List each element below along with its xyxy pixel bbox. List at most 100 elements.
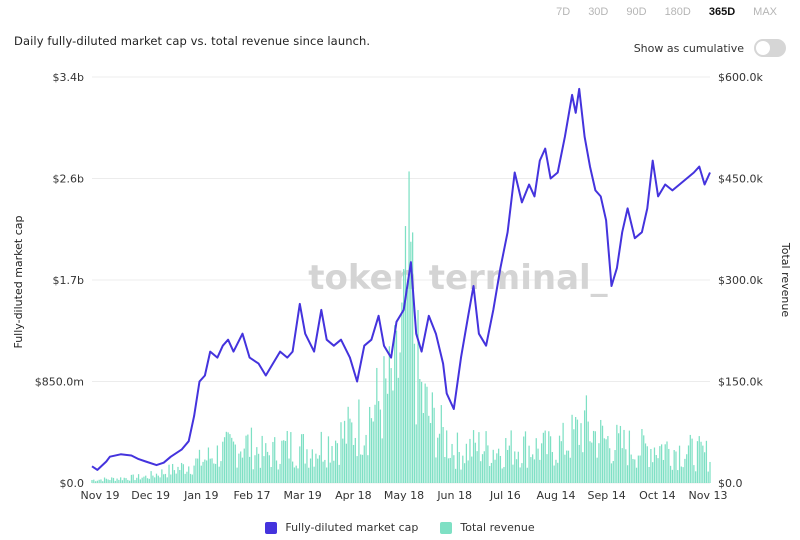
legend-label-revenue: Total revenue	[460, 521, 535, 534]
revenue-bar	[533, 459, 536, 483]
revenue-bar	[157, 475, 159, 483]
revenue-bar	[146, 478, 149, 483]
revenue-bar	[143, 476, 145, 483]
market-cap-line-group	[91, 87, 711, 471]
revenue-bar	[515, 459, 518, 483]
range-option-90d[interactable]: 90D	[626, 6, 647, 18]
revenue-bar	[392, 390, 394, 483]
revenue-bar	[145, 475, 147, 483]
revenue-bar	[648, 466, 650, 483]
cumulative-toggle[interactable]	[754, 39, 786, 57]
revenue-bar	[283, 440, 285, 483]
revenue-bar	[340, 422, 342, 483]
revenue-bar	[431, 392, 433, 483]
revenue-bar	[603, 438, 605, 483]
range-option-180d[interactable]: 180D	[664, 6, 691, 18]
revenue-bar	[485, 431, 487, 483]
revenue-bar	[625, 449, 627, 483]
revenue-bar	[489, 466, 491, 483]
revenue-bar	[179, 470, 181, 483]
revenue-bar	[100, 479, 102, 483]
revenue-bar	[320, 431, 322, 483]
revenue-bar	[245, 435, 247, 483]
revenue-bar	[184, 473, 186, 483]
range-option-365d[interactable]: 365D	[708, 6, 736, 18]
x-tick-label: Nov 19	[81, 489, 120, 502]
toggle-knob	[756, 41, 770, 55]
revenue-bar	[492, 449, 494, 483]
revenue-bar	[383, 356, 385, 483]
revenue-bar	[442, 427, 444, 483]
revenue-bar	[553, 465, 555, 483]
revenue-bar	[614, 450, 616, 483]
range-option-30d[interactable]: 30D	[588, 6, 609, 18]
x-tick-label: Apr 18	[335, 489, 372, 502]
x-tick-label: Dec 19	[131, 489, 170, 502]
legend-item-market-cap[interactable]: Fully-diluted market cap	[265, 521, 418, 534]
revenue-bar	[481, 454, 484, 483]
revenue-bar	[240, 451, 242, 483]
revenue-bar	[182, 464, 184, 483]
revenue-bar	[643, 435, 645, 483]
revenue-bar	[134, 480, 136, 483]
revenue-bar	[661, 444, 663, 483]
revenue-bar	[177, 466, 179, 483]
revenue-bar	[324, 459, 326, 483]
revenue-bar	[225, 431, 227, 483]
revenue-bar	[209, 458, 211, 483]
revenue-bar	[707, 471, 709, 483]
revenue-bar	[424, 383, 426, 483]
revenue-bar	[191, 474, 193, 483]
revenue-bar	[127, 479, 129, 483]
watermark-text: token terminal_	[308, 258, 607, 298]
revenue-bar	[575, 417, 577, 483]
revenue-bar	[453, 455, 455, 483]
revenue-bar	[358, 399, 360, 483]
revenue-bar	[354, 437, 356, 483]
legend-item-revenue[interactable]: Total revenue	[440, 521, 535, 534]
range-option-7d[interactable]: 7D	[556, 6, 571, 18]
revenue-bar	[524, 431, 527, 483]
revenue-bar	[385, 378, 387, 483]
revenue-bar	[678, 445, 681, 483]
revenue-bar	[132, 474, 134, 483]
revenue-bar	[540, 443, 543, 483]
revenue-bar	[207, 447, 210, 483]
revenue-bar	[249, 456, 251, 483]
y-left-tick-label: $2.6b	[53, 173, 84, 186]
revenue-bar	[462, 455, 464, 483]
revenue-bar	[644, 443, 647, 483]
revenue-bar	[290, 432, 292, 483]
revenue-bar	[313, 466, 315, 483]
revenue-bar	[567, 450, 570, 483]
revenue-bar	[256, 447, 258, 483]
revenue-bar	[705, 440, 708, 483]
revenue-bar	[259, 467, 262, 483]
y-right-tick-label: $600.0k	[718, 71, 763, 84]
revenue-bar	[363, 445, 365, 483]
revenue-bar	[331, 446, 333, 483]
revenue-bar	[523, 436, 525, 483]
revenue-bar	[229, 434, 231, 483]
revenue-bar	[693, 465, 695, 483]
revenue-bar	[677, 470, 679, 483]
revenue-bar	[111, 477, 113, 483]
revenue-bar	[596, 457, 598, 483]
revenue-bar	[583, 410, 586, 483]
revenue-bar	[612, 460, 614, 483]
revenue-bar	[188, 466, 190, 483]
revenue-bar	[587, 421, 589, 483]
revenue-bar	[517, 451, 519, 483]
revenue-bar	[630, 454, 632, 483]
revenue-bar	[342, 438, 344, 483]
revenue-bar	[544, 430, 546, 483]
revenue-bar	[168, 464, 170, 483]
revenue-bar	[585, 395, 588, 483]
revenue-bar	[369, 406, 371, 483]
revenue-bar	[386, 393, 389, 483]
revenue-bar	[222, 441, 224, 483]
range-option-max[interactable]: MAX	[753, 6, 777, 18]
revenue-bar	[204, 459, 206, 483]
y-left-tick-label: $3.4b	[53, 71, 84, 84]
revenue-bar	[619, 425, 622, 483]
